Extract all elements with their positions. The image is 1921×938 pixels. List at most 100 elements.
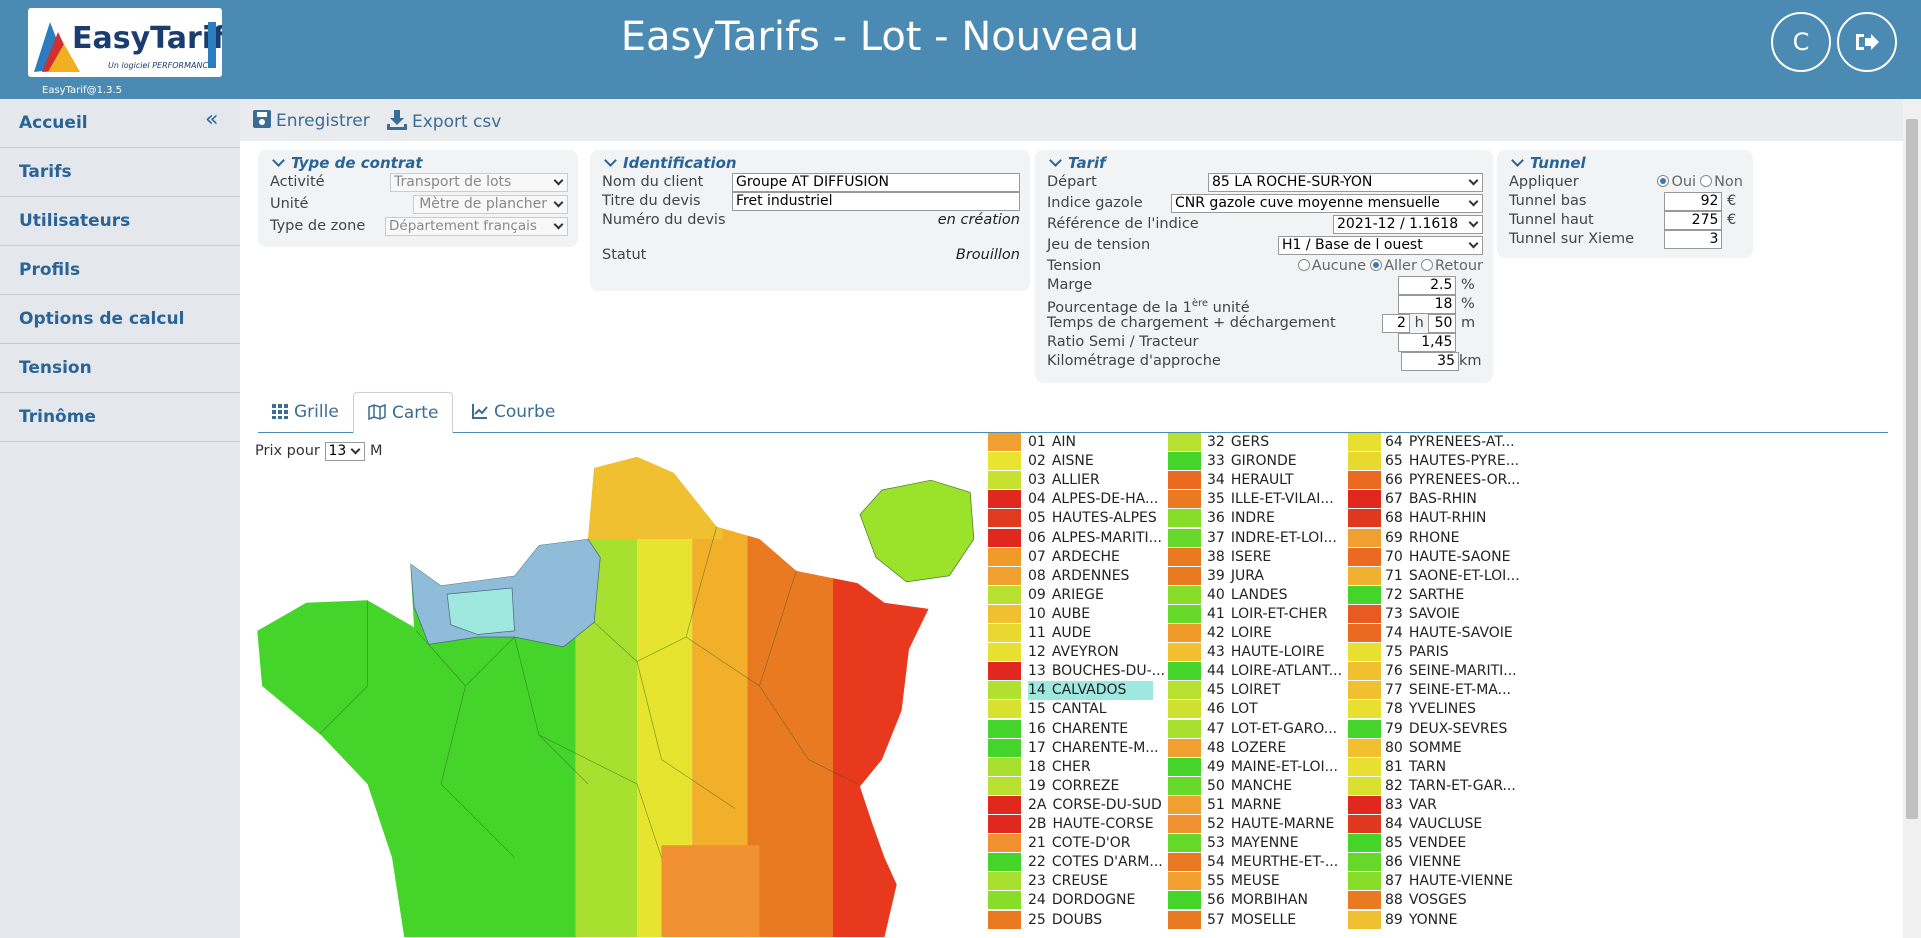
department-item[interactable]: 73 SAVOIE	[1385, 605, 1535, 624]
department-item[interactable]: 07 ARDECHE	[1028, 548, 1153, 567]
department-item[interactable]: 09 ARIEGE	[1028, 586, 1153, 605]
department-item[interactable]: 53 MAYENNE	[1207, 834, 1357, 853]
department-item[interactable]: 47 LOT-ET-GARO...	[1207, 720, 1357, 739]
nav-item[interactable]: Accueil	[0, 99, 240, 148]
select[interactable]: Mètre de plancher	[413, 195, 568, 214]
nav-item[interactable]: Tension	[0, 344, 240, 393]
department-item[interactable]: 24 DORDOGNE	[1028, 891, 1153, 910]
department-item[interactable]: 74 HAUTE-SAVOIE	[1385, 624, 1535, 643]
department-item[interactable]: 78 YVELINES	[1385, 700, 1535, 719]
department-item[interactable]: 40 LANDES	[1207, 586, 1357, 605]
department-item[interactable]: 41 LOIR-ET-CHER	[1207, 605, 1357, 624]
department-item[interactable]: 79 DEUX-SEVRES	[1385, 720, 1535, 739]
department-item[interactable]: 72 SARTHE	[1385, 586, 1535, 605]
scrollbar[interactable]	[1903, 99, 1921, 938]
department-item[interactable]: 81 TARN	[1385, 758, 1535, 777]
department-item[interactable]: 32 GERS	[1207, 433, 1357, 452]
number-input[interactable]: 2.5	[1398, 276, 1457, 295]
department-item[interactable]: 65 HAUTES-PYRE...	[1385, 452, 1535, 471]
department-item[interactable]: 66 PYRENEES-OR...	[1385, 471, 1535, 490]
department-item[interactable]: 84 VAUCLUSE	[1385, 815, 1535, 834]
department-item[interactable]: 36 INDRE	[1207, 509, 1357, 528]
select[interactable]: 2021-12 / 1.1618	[1333, 215, 1483, 234]
save-button[interactable]: Enregistrer	[252, 109, 370, 131]
nav-item[interactable]: Profils	[0, 246, 240, 295]
department-item[interactable]: 2A CORSE-DU-SUD	[1028, 796, 1162, 815]
department-item[interactable]: 77 SEINE-ET-MA...	[1385, 681, 1535, 700]
department-item[interactable]: 55 MEUSE	[1207, 872, 1357, 891]
department-item[interactable]: 85 VENDEE	[1385, 834, 1535, 853]
price-select[interactable]: 13	[324, 442, 366, 461]
number-input[interactable]: 3	[1664, 230, 1723, 249]
text-input[interactable]: Groupe AT DIFFUSION	[732, 173, 1020, 192]
export-button[interactable]: Export csv	[386, 109, 501, 132]
tab[interactable]: Carte	[353, 392, 454, 434]
user-button[interactable]: C	[1771, 12, 1831, 72]
department-item[interactable]: 87 HAUTE-VIENNE	[1385, 872, 1535, 891]
number-input[interactable]: 18	[1398, 295, 1457, 314]
department-item[interactable]: 37 INDRE-ET-LOI...	[1207, 529, 1357, 548]
department-item[interactable]: 68 HAUT-RHIN	[1385, 509, 1535, 528]
radio[interactable]	[1420, 259, 1433, 271]
department-item[interactable]: 70 HAUTE-SAONE	[1385, 548, 1535, 567]
department-item[interactable]: 86 VIENNE	[1385, 853, 1535, 872]
department-item[interactable]: 08 ARDENNES	[1028, 567, 1153, 586]
number-input[interactable]: 50	[1428, 314, 1457, 333]
department-item[interactable]: 10 AUBE	[1028, 605, 1153, 624]
department-item[interactable]: 19 CORREZE	[1028, 777, 1153, 796]
department-item[interactable]: 83 VAR	[1385, 796, 1535, 815]
department-item[interactable]: 88 VOSGES	[1385, 891, 1535, 910]
department-item[interactable]: 51 MARNE	[1207, 796, 1357, 815]
department-item[interactable]: 16 CHARENTE	[1028, 720, 1153, 739]
collapse-button[interactable]: «	[205, 107, 219, 132]
nav-item[interactable]: Options de calcul	[0, 295, 240, 344]
select[interactable]: 85 LA ROCHE-SUR-YON	[1208, 173, 1483, 192]
number-input[interactable]: 35	[1401, 352, 1459, 371]
text-input[interactable]: Fret industriel	[732, 192, 1020, 211]
select[interactable]: Transport de lots	[390, 173, 568, 192]
department-item[interactable]: 21 COTE-D'OR	[1028, 834, 1153, 853]
department-item[interactable]: 04 ALPES-DE-HA...	[1028, 490, 1158, 509]
department-item[interactable]: 46 LOT	[1207, 700, 1357, 719]
department-item[interactable]: 35 ILLE-ET-VILAI...	[1207, 490, 1357, 509]
department-item[interactable]: 49 MAINE-ET-LOI...	[1207, 758, 1357, 777]
department-item[interactable]: 82 TARN-ET-GAR...	[1385, 777, 1535, 796]
logo[interactable]: EasyTarifs Un logiciel PERFORMANCE	[28, 8, 243, 77]
department-item[interactable]: 17 CHARENTE-M...	[1028, 739, 1159, 758]
logout-button[interactable]	[1837, 12, 1897, 72]
nav-item[interactable]: Trinôme	[0, 393, 240, 442]
radio[interactable]	[1700, 175, 1713, 187]
department-item[interactable]: 33 GIRONDE	[1207, 452, 1357, 471]
department-item[interactable]: 34 HERAULT	[1207, 471, 1357, 490]
department-item[interactable]: 12 AVEYRON	[1028, 643, 1153, 662]
department-item[interactable]: 64 PYRENEES-AT...	[1385, 433, 1535, 452]
department-item[interactable]: 75 PARIS	[1385, 643, 1535, 662]
radio[interactable]	[1297, 259, 1310, 271]
department-item[interactable]: 69 RHONE	[1385, 529, 1535, 548]
department-item[interactable]: 13 BOUCHES-DU-...	[1028, 662, 1165, 681]
select[interactable]: Département français	[385, 217, 568, 236]
department-item[interactable]: 71 SAONE-ET-LOI...	[1385, 567, 1535, 586]
department-item[interactable]: 80 SOMME	[1385, 739, 1535, 758]
nav-item[interactable]: Utilisateurs	[0, 197, 240, 246]
department-item[interactable]: 50 MANCHE	[1207, 777, 1357, 796]
department-item[interactable]: 76 SEINE-MARITI...	[1385, 662, 1535, 681]
department-item[interactable]: 15 CANTAL	[1028, 700, 1153, 719]
department-item[interactable]: 18 CHER	[1028, 758, 1153, 777]
department-item[interactable]: 25 DOUBS	[1028, 911, 1153, 930]
department-item[interactable]: 89 YONNE	[1385, 911, 1535, 930]
department-item[interactable]: 03 ALLIER	[1028, 471, 1153, 490]
number-input[interactable]: 1,45	[1398, 333, 1457, 352]
department-item[interactable]: 56 MORBIHAN	[1207, 891, 1357, 910]
select[interactable]: CNR gazole cuve moyenne mensuelle	[1171, 194, 1483, 213]
nav-item[interactable]: Tarifs	[0, 148, 240, 197]
department-item[interactable]: 01 AIN	[1028, 433, 1153, 452]
department-item[interactable]: 14 CALVADOS	[1028, 681, 1153, 701]
department-item[interactable]: 57 MOSELLE	[1207, 911, 1357, 930]
department-item[interactable]: 45 LOIRET	[1207, 681, 1357, 700]
select[interactable]: H1 / Base de l ouest	[1278, 236, 1483, 255]
department-item[interactable]: 54 MEURTHE-ET-...	[1207, 853, 1357, 872]
department-item[interactable]: 22 COTES D'ARM...	[1028, 853, 1163, 872]
department-item[interactable]: 02 AISNE	[1028, 452, 1153, 471]
department-item[interactable]: 38 ISERE	[1207, 548, 1357, 567]
